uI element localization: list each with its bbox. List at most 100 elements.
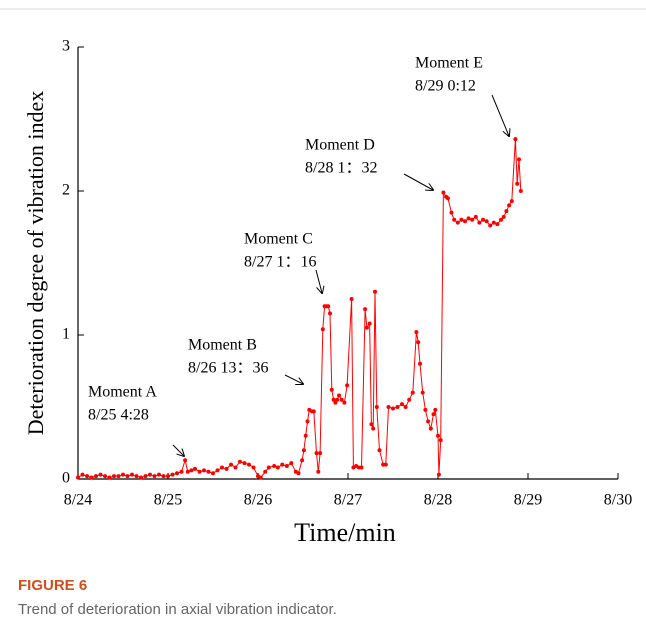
data-point xyxy=(335,397,340,402)
data-point xyxy=(320,327,325,332)
data-point xyxy=(371,426,376,431)
annotation-arrow xyxy=(491,94,509,136)
data-point xyxy=(303,433,308,438)
y-tick-label: 3 xyxy=(62,38,70,55)
data-point xyxy=(428,426,433,431)
data-point xyxy=(433,407,438,412)
data-point xyxy=(504,209,509,214)
data-point xyxy=(491,220,496,225)
data-point xyxy=(391,406,395,411)
data-point xyxy=(185,469,190,474)
x-tick-label: 8/25 xyxy=(154,492,182,509)
data-point xyxy=(103,474,107,479)
data-point xyxy=(130,472,134,477)
annotation-arrow xyxy=(315,269,322,293)
data-point xyxy=(229,462,233,467)
data-point xyxy=(383,462,388,467)
data-point xyxy=(481,217,485,222)
data-point xyxy=(220,465,224,470)
data-point xyxy=(349,297,354,301)
figure-caption: Trend of deterioration in axial vibratio… xyxy=(18,601,337,618)
annotation-text: 8/28 1：32 xyxy=(305,160,377,177)
data-point xyxy=(329,387,334,392)
data-point xyxy=(98,472,103,477)
data-point xyxy=(161,474,166,479)
data-point xyxy=(116,474,121,479)
data-point xyxy=(377,448,382,453)
annotation-text: 8/25 4:28 xyxy=(88,407,149,424)
x-tick-label: 8/29 xyxy=(514,492,542,509)
data-point xyxy=(166,474,170,479)
annotation-arrow xyxy=(403,173,433,190)
data-point xyxy=(85,474,89,479)
data-point xyxy=(369,422,374,427)
data-point xyxy=(251,465,256,470)
annotation-arrow xyxy=(172,444,184,456)
data-point xyxy=(410,390,415,395)
annotation-text: Moment A xyxy=(88,384,157,401)
y-tick-label: 1 xyxy=(62,326,70,343)
annotation-text: 8/29 0:12 xyxy=(415,78,476,95)
data-point xyxy=(242,461,247,466)
data-point xyxy=(326,304,331,309)
data-point xyxy=(318,451,323,456)
data-point xyxy=(466,216,471,221)
data-point xyxy=(455,220,460,225)
data-point xyxy=(438,438,443,443)
data-point xyxy=(488,223,493,228)
data-point xyxy=(134,474,139,479)
data-point xyxy=(449,210,454,215)
data-point xyxy=(395,405,400,409)
data-point xyxy=(275,465,280,470)
data-point xyxy=(507,203,512,208)
data-point xyxy=(477,220,482,225)
data-point xyxy=(470,217,475,222)
data-point xyxy=(289,461,294,466)
data-point xyxy=(148,472,152,477)
data-point xyxy=(89,475,94,480)
data-point xyxy=(420,390,425,395)
data-point xyxy=(238,459,242,464)
data-point xyxy=(157,472,161,477)
data-point xyxy=(414,330,419,335)
annotation-arrow xyxy=(284,374,303,384)
data-point xyxy=(386,405,391,409)
data-point xyxy=(224,466,229,471)
data-point xyxy=(247,462,251,467)
data-point xyxy=(121,472,125,477)
data-point xyxy=(367,321,372,326)
data-point xyxy=(266,465,271,470)
x-tick-label: 8/24 xyxy=(64,492,92,509)
data-point xyxy=(513,137,518,142)
data-point xyxy=(359,465,364,470)
data-point xyxy=(509,199,514,204)
data-point xyxy=(418,361,422,366)
data-point xyxy=(331,397,336,402)
data-point xyxy=(206,469,211,474)
data-point xyxy=(189,468,194,473)
data-point xyxy=(179,469,184,474)
data-point xyxy=(316,469,321,474)
data-point xyxy=(484,219,489,224)
data-point xyxy=(423,407,428,412)
data-point xyxy=(333,400,338,405)
data-point xyxy=(345,383,350,388)
y-tick-label: 0 xyxy=(62,470,70,487)
data-point xyxy=(263,469,268,474)
data-point xyxy=(314,451,319,456)
annotation-text: 8/26 13：36 xyxy=(188,360,268,377)
data-point xyxy=(459,217,464,222)
data-point xyxy=(374,405,379,409)
data-point xyxy=(463,219,467,224)
data-point xyxy=(473,214,478,219)
data-point xyxy=(272,464,277,469)
data-point xyxy=(499,217,503,222)
x-tick-label: 8/30 xyxy=(604,492,632,509)
data-point xyxy=(296,471,301,476)
data-point xyxy=(300,458,305,463)
data-point xyxy=(452,217,457,222)
y-tick-label: 2 xyxy=(62,182,70,199)
data-point xyxy=(431,412,436,417)
data-point xyxy=(258,475,263,480)
x-tick-label: 8/27 xyxy=(334,492,362,509)
